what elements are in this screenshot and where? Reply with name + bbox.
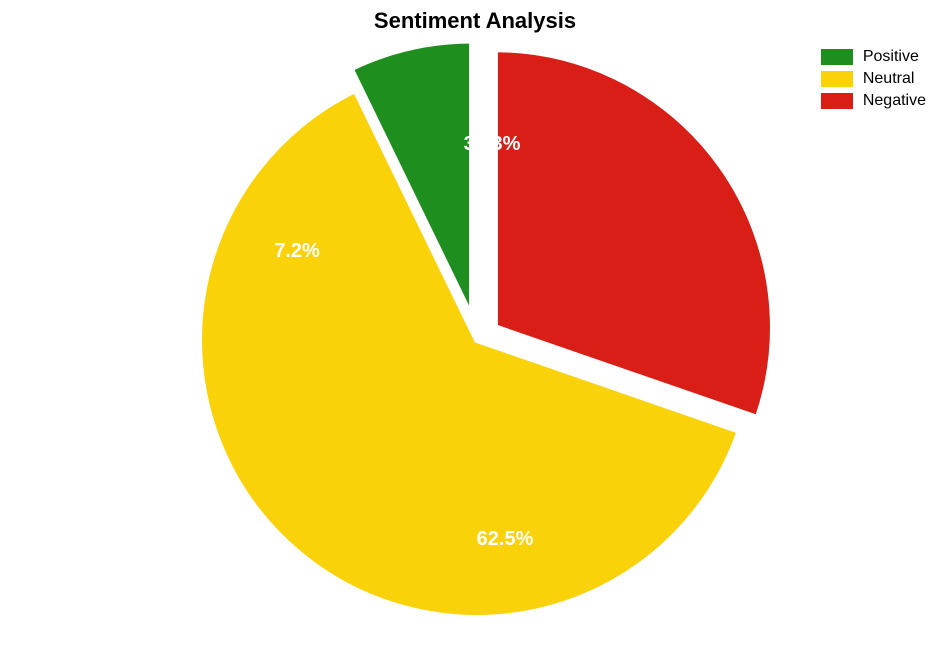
legend-swatch-neutral — [821, 71, 853, 87]
legend: Positive Neutral Negative — [821, 48, 926, 114]
legend-label: Negative — [863, 92, 926, 110]
legend-swatch-negative — [821, 93, 853, 109]
slice-label-positive: 7.2% — [274, 240, 320, 262]
legend-label: Neutral — [863, 70, 915, 88]
pie-chart: 30.3% 62.5% 7.2% — [0, 0, 950, 662]
legend-swatch-positive — [821, 49, 853, 65]
slice-label-neutral: 62.5% — [477, 528, 534, 550]
legend-item-negative: Negative — [821, 92, 926, 110]
legend-label: Positive — [863, 48, 919, 66]
legend-item-positive: Positive — [821, 48, 926, 66]
slice-label-negative: 30.3% — [464, 133, 521, 155]
legend-item-neutral: Neutral — [821, 70, 926, 88]
